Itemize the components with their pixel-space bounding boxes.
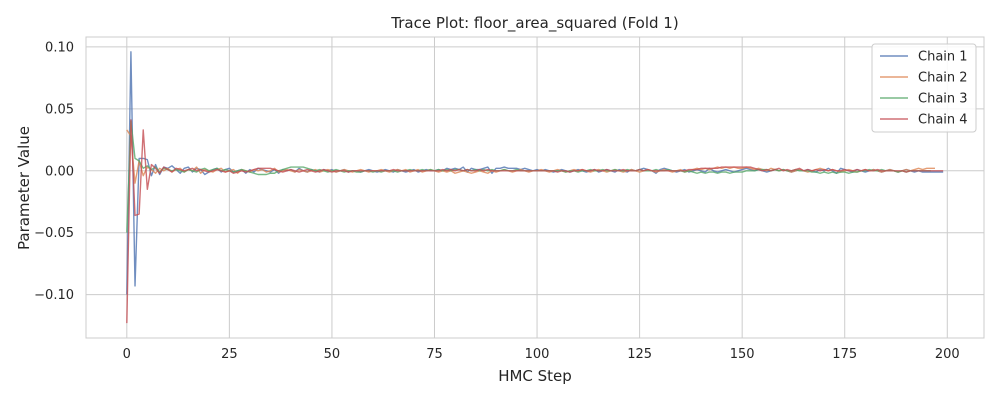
y-axis-label: Parameter Value <box>15 126 33 250</box>
x-tick-label: 175 <box>832 347 857 362</box>
x-tick-label: 200 <box>935 347 960 362</box>
x-axis-label: HMC Step <box>498 367 572 385</box>
legend-box <box>871 43 977 133</box>
legend-label-chain-1: Chain 1 <box>918 50 968 65</box>
x-tick-label: 150 <box>730 347 755 362</box>
y-tick-label: −0.05 <box>34 226 74 241</box>
series-layer <box>126 51 944 324</box>
x-tick-label: 50 <box>324 347 341 362</box>
x-tick-label: 0 <box>123 347 131 362</box>
x-tick-label: 75 <box>426 347 443 362</box>
plot-area <box>86 37 984 338</box>
legend: Chain 1 Chain 2 Chain 3 Chain 4 <box>871 43 977 133</box>
legend-label-chain-2: Chain 2 <box>918 71 968 86</box>
legend-label-chain-3: Chain 3 <box>918 92 968 107</box>
x-tick-labels: 0 25 50 75 100 125 150 175 200 <box>123 347 960 362</box>
plot-frame <box>85 36 985 339</box>
y-tick-label: 0.10 <box>45 40 74 55</box>
chart-title: Trace Plot: floor_area_squared (Fold 1) <box>390 14 678 33</box>
series-line-chain-4 <box>126 119 944 324</box>
plot-border <box>85 36 985 339</box>
x-tick-label: 25 <box>221 347 238 362</box>
x-tick-label: 125 <box>627 347 652 362</box>
x-tick-label: 100 <box>525 347 550 362</box>
y-tick-labels: −0.10 −0.05 0.00 0.05 0.10 <box>34 40 74 303</box>
y-tick-label: 0.05 <box>45 102 74 117</box>
legend-label-chain-4: Chain 4 <box>918 113 968 128</box>
y-tick-label: 0.00 <box>45 164 74 179</box>
y-tick-label: −0.10 <box>34 288 74 303</box>
